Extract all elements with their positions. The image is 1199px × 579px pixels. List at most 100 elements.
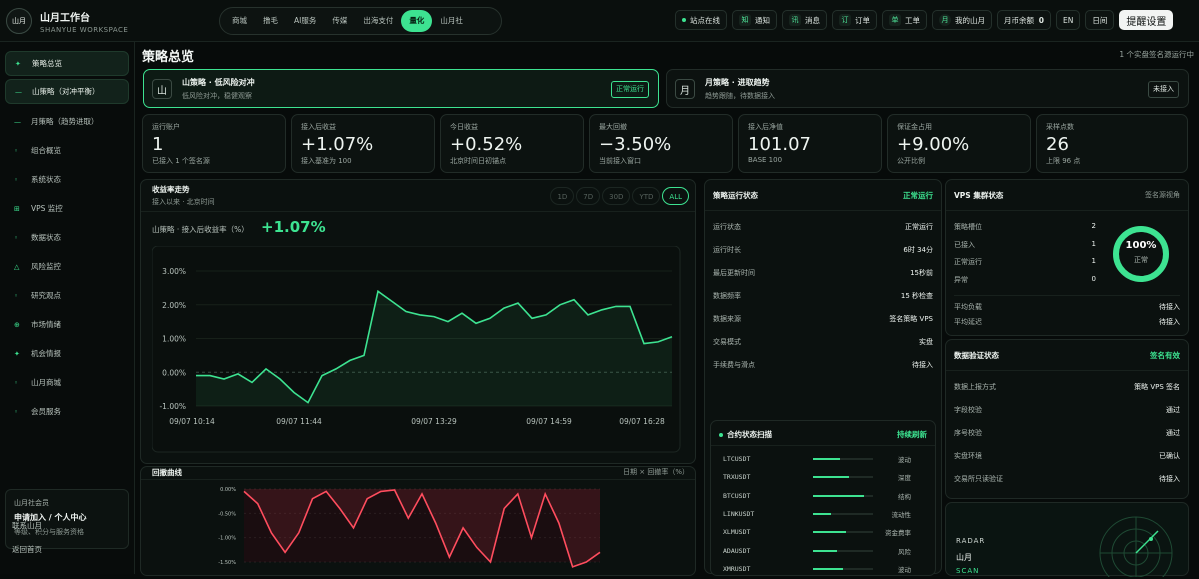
order-button[interactable]: 订订单 xyxy=(832,10,877,30)
member-card[interactable]: 山月社会员 申请加入 / 个人中心 等级、积分与服务资格 xyxy=(5,489,129,549)
scan-bar xyxy=(813,494,873,497)
sidebar-item-icon: ◦ xyxy=(14,407,19,416)
nav-item[interactable]: 商城 xyxy=(232,16,247,25)
member-label: 山月社会员 xyxy=(14,499,49,507)
sidebar-item[interactable]: ◦ 研究观点 xyxy=(5,283,129,308)
scan-row: BTCUSDT 结构 xyxy=(723,491,911,501)
status-row: 交易模式 实盘 xyxy=(713,337,933,347)
status-badge: 正常运行 xyxy=(903,191,933,200)
row-value: 2 xyxy=(1091,222,1096,230)
kpi-label: 最大回撤 xyxy=(599,123,627,131)
online-dot-icon xyxy=(682,18,686,22)
drawdown-unit: 日期 × 回撤率（%） xyxy=(623,468,689,476)
sidebar-item-icon: ◦ xyxy=(14,378,19,387)
nav-item[interactable]: AI服务 xyxy=(294,16,317,25)
sidebar-item[interactable]: — 山策略（对冲平衡） xyxy=(5,79,129,104)
sidebar-item-icon: ✦ xyxy=(15,59,21,68)
kpi-value: +1.07% xyxy=(301,134,374,155)
nav-item[interactable]: 量化 xyxy=(401,10,433,32)
curve-sub: 接入以来 · 北京时间 xyxy=(152,198,215,206)
my-account-button[interactable]: 月我的山月 xyxy=(932,10,992,30)
row-key: 数据频率 xyxy=(713,292,741,300)
scan-bar-fill xyxy=(813,512,831,515)
strategy-card-yue[interactable]: 月 月策略 · 进取趋势 趋势跟随，待数据接入 未接入 xyxy=(666,69,1189,108)
sidebar-item[interactable]: ◦ 系统状态 xyxy=(5,167,129,192)
status-badge: 正常运行 xyxy=(611,81,649,98)
scan-row: XMRUSDT 波动 xyxy=(723,564,911,574)
language-button[interactable]: EN xyxy=(1056,10,1081,30)
message-button[interactable]: 讯消息 xyxy=(782,10,827,30)
nav-item[interactable]: 撸毛 xyxy=(263,16,278,25)
scan-symbol: TRXUSDT xyxy=(723,473,751,482)
reminder-settings-button[interactable]: 提醒设置 xyxy=(1119,10,1174,30)
brand-logo[interactable]: 山月 山月工作台 SHANYUE WORKSPACE xyxy=(6,8,128,34)
row-key: 平均延迟 xyxy=(954,318,982,326)
area-fill xyxy=(196,291,672,406)
row-key: 数据来源 xyxy=(713,315,741,323)
nav-item[interactable]: 传媒 xyxy=(332,16,348,25)
kpi-sub: 已接入 1 个签名源 xyxy=(152,157,210,165)
range-button[interactable]: 30D xyxy=(602,187,631,205)
nav-item[interactable]: 出海支付 xyxy=(363,16,394,25)
ticket-button[interactable]: 单工单 xyxy=(882,10,927,30)
row-value: 正常运行 xyxy=(905,223,933,231)
return-chart: 3.00% 2.00% 1.00% 0.00% -1.00% 09/07 10:14 09/… xyxy=(152,246,681,453)
sidebar-item[interactable]: △ 风险监控 xyxy=(5,254,129,279)
scan-bar xyxy=(813,567,873,570)
vps-note: 签名源视角 xyxy=(1145,191,1180,199)
scan-symbol: ADAUSDT xyxy=(723,546,751,555)
sidebar-item[interactable]: ⊕ 市场情绪 xyxy=(5,312,129,337)
nav-item[interactable]: 山月社 xyxy=(440,16,463,25)
status-row: 字段校验 通过 xyxy=(954,405,1180,415)
sidebar-item[interactable]: ◦ 山月商城 xyxy=(5,370,129,395)
sidebar-item-label: 研究观点 xyxy=(31,291,61,300)
notify-button[interactable]: 知通知 xyxy=(732,10,777,30)
sidebar-item[interactable]: ⊞ VPS 监控 xyxy=(5,196,129,221)
sidebar-item-label: 组合概览 xyxy=(31,146,61,155)
scan-bar xyxy=(813,549,873,552)
sidebar-item[interactable]: ✦ 机会情报 xyxy=(5,341,129,366)
status-row: 运行时长 6时 34分 xyxy=(713,245,933,255)
sidebar-item[interactable]: ◦ 组合概览 xyxy=(5,138,129,163)
range-button[interactable]: 1D xyxy=(550,187,575,205)
sidebar-item-icon: ◦ xyxy=(14,175,19,184)
scan-label: 波动 xyxy=(898,456,911,464)
sidebar-item[interactable]: ◦ 会员服务 xyxy=(5,399,129,424)
row-key: 策略槽位 xyxy=(954,223,982,231)
theme-label: 日间 xyxy=(1092,15,1108,25)
row-key: 平均负载 xyxy=(954,303,982,311)
scan-symbol: LINKUSDT xyxy=(723,509,755,518)
sidebar-item[interactable]: ✦ 策略总览 xyxy=(5,51,129,76)
vps-health-ring xyxy=(1113,226,1169,282)
return-curve-panel: 收益率走势 接入以来 · 北京时间 1D 7D 30D YTD ALL 山策略 · 接入… xyxy=(140,179,696,464)
range-button[interactable]: YTD xyxy=(632,187,661,205)
strategy-card-shan[interactable]: 山 山策略 · 低风险对冲 低风险对冲，稳健观察 正常运行 xyxy=(143,69,659,108)
y-tick-label: -0.50% xyxy=(218,511,236,517)
row-value: 15秒前 xyxy=(910,269,933,277)
theme-button[interactable]: 日间 xyxy=(1085,10,1115,30)
home-link[interactable]: 返回首页 xyxy=(12,545,42,554)
range-button[interactable]: ALL xyxy=(662,187,689,205)
drawdown-title: 回撤曲线 xyxy=(152,468,182,477)
contact-link[interactable]: 联系山月 xyxy=(12,521,42,530)
status-row: 策略槽位 2 xyxy=(954,222,1096,232)
site-status: 站点在线 xyxy=(675,10,727,30)
row-key: 手续费与滑点 xyxy=(713,361,755,369)
row-key: 已接入 xyxy=(954,240,975,249)
sidebar-item[interactable]: — 月策略（趋势进取） xyxy=(5,109,129,134)
status-row: 数据频率 15 秒检查 xyxy=(713,291,933,301)
mountain-icon: 山 xyxy=(152,79,172,99)
sidebar-item[interactable]: ◦ 数据状态 xyxy=(5,225,129,250)
scan-label: 波动 xyxy=(898,565,911,574)
range-button[interactable]: 7D xyxy=(576,187,601,205)
scan-bar xyxy=(813,512,873,515)
row-value: 通过 xyxy=(1166,429,1180,437)
sidebar-item-label: 数据状态 xyxy=(31,233,61,242)
y-tick-label: 2.00% xyxy=(162,301,186,310)
coin-balance[interactable]: 月币余额 0 xyxy=(997,10,1051,30)
sidebar-item-icon: ✦ xyxy=(14,349,20,358)
curve-title: 收益率走势 xyxy=(152,185,190,194)
sidebar-item-icon: — xyxy=(15,87,22,96)
row-value: 待接入 xyxy=(1159,318,1180,326)
kpi-label: 接入后净值 xyxy=(748,123,783,131)
